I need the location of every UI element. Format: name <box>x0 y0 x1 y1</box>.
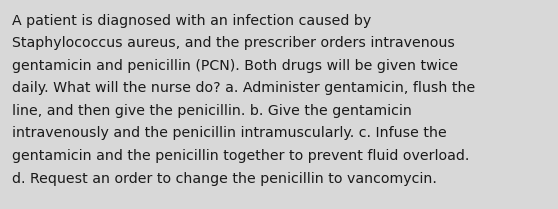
Text: gentamicin and the penicillin together to prevent fluid overload.: gentamicin and the penicillin together t… <box>12 149 470 163</box>
Text: line, and then give the penicillin. b. Give the gentamicin: line, and then give the penicillin. b. G… <box>12 104 412 118</box>
Text: gentamicin and penicillin (PCN). Both drugs will be given twice: gentamicin and penicillin (PCN). Both dr… <box>12 59 459 73</box>
Text: A patient is diagnosed with an infection caused by: A patient is diagnosed with an infection… <box>12 14 372 28</box>
Text: intravenously and the penicillin intramuscularly. c. Infuse the: intravenously and the penicillin intramu… <box>12 126 447 140</box>
Text: Staphylococcus aureus, and the prescriber orders intravenous: Staphylococcus aureus, and the prescribe… <box>12 36 455 50</box>
Text: d. Request an order to change the penicillin to vancomycin.: d. Request an order to change the penici… <box>12 172 437 186</box>
Text: daily. What will the nurse do? a. Administer gentamicin, flush the: daily. What will the nurse do? a. Admini… <box>12 81 475 95</box>
